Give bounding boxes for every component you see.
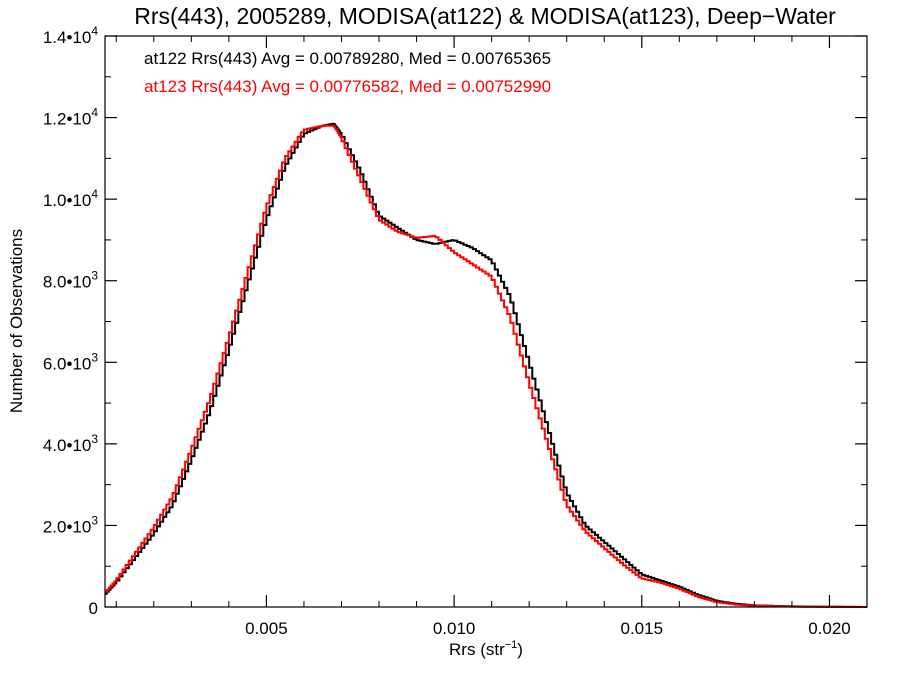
annotation-layer: at122 Rrs(443) Avg = 0.00789280, Med = 0… — [144, 49, 551, 96]
y-tick-label: 6.0•103 — [43, 350, 99, 373]
x-tick-label: 0.015 — [621, 619, 664, 638]
series-line-1 — [105, 124, 867, 608]
annotation-1: at123 Rrs(443) Avg = 0.00776582, Med = 0… — [144, 77, 551, 96]
y-tick-label: 1.2•104 — [43, 106, 99, 129]
y-tick-label: 2.0•103 — [43, 513, 99, 536]
y-axis-label: Number of Observations — [7, 229, 26, 413]
y-tick-label: 0 — [89, 599, 98, 618]
x-tick-label: 0.020 — [808, 619, 851, 638]
series-layer — [105, 122, 867, 608]
y-tick-label: 4.0•103 — [43, 432, 99, 455]
y-tick-label: 1.0•104 — [43, 187, 99, 210]
x-tick-label: 0.010 — [433, 619, 476, 638]
annotation-0: at122 Rrs(443) Avg = 0.00789280, Med = 0… — [144, 49, 551, 68]
y-tick-label: 8.0•103 — [43, 269, 99, 292]
chart-title: Rrs(443), 2005289, MODISA(at122) & MODIS… — [134, 3, 836, 29]
y-tick-label: 1.4•104 — [43, 24, 99, 47]
x-axis-label: Rrs (str−1) — [449, 639, 523, 659]
ticks-layer: 0.005 0.010 0.015 0.020 0 2.0•103 4.0•103 6.0•1… — [43, 24, 868, 638]
x-tick-label: 0.005 — [245, 619, 288, 638]
